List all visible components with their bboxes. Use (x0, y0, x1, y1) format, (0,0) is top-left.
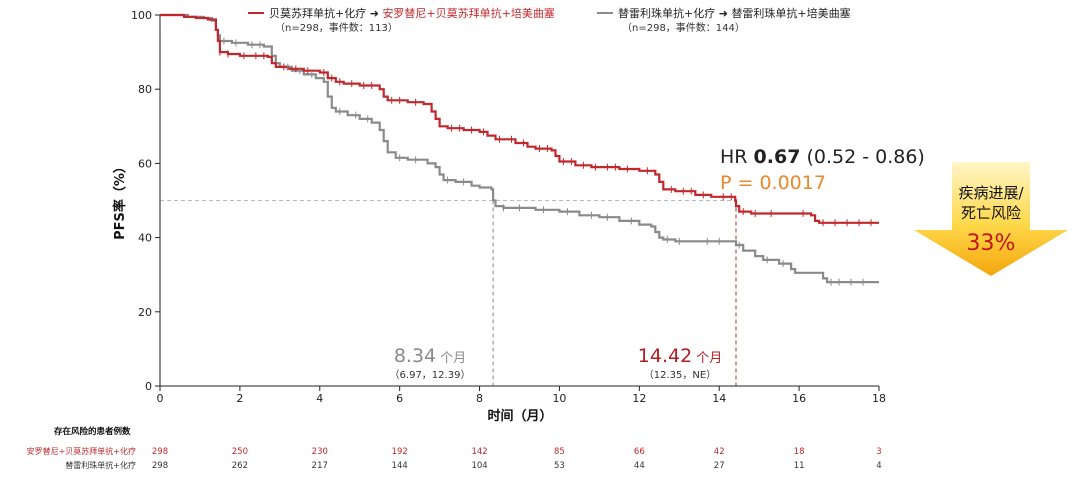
x-tick-label: 18 (872, 392, 886, 405)
risk-reduction-badge: 疾病进展/ 死亡风险 33% (914, 162, 1068, 276)
x-tick-label: 4 (316, 392, 323, 405)
risk-count: 3 (876, 447, 881, 457)
x-axis-title: 时间（月） (487, 408, 552, 424)
risk-count: 42 (714, 447, 725, 457)
hazard-ratio: HR 0.67 (0.52 - 0.86) (720, 146, 925, 168)
risk-row-label: 安罗替尼+贝莫苏拜单抗+化疗 (27, 446, 136, 456)
legend: 贝莫苏拜单抗+化疗 ➜ 安罗替尼+贝莫苏拜单抗+培美曲塞 （n=298，事件数：… (248, 6, 851, 34)
x-tick-label: 10 (552, 392, 566, 405)
risk-table: 安罗替尼+贝莫苏拜单抗+化疗 298 250 230 192 142 85 66 42 18 3 替雷… (27, 446, 882, 471)
y-axis-title: PFS率（%） (112, 160, 128, 240)
risk-count: 11 (794, 461, 805, 471)
risk-count: 298 (152, 461, 168, 471)
risk-count: 27 (714, 461, 725, 471)
x-tick-label: 6 (396, 392, 403, 405)
y-tick-label: 60 (138, 157, 152, 170)
median-experimental-value: 14.42 (638, 345, 692, 367)
risk-count: 230 (312, 447, 328, 457)
curve-control (160, 13, 879, 284)
risk-count: 250 (232, 447, 248, 457)
legend-sub-control: （n=298，事件数：144） (622, 21, 745, 34)
axes: 0 20 40 60 80 100 0 2 4 6 8 10 12 14 16 18 (131, 9, 886, 405)
reference-lines (160, 200, 737, 386)
risk-count: 4 (876, 461, 881, 471)
risk-count: 53 (554, 461, 565, 471)
x-tick-label: 0 (157, 392, 164, 405)
badge-value: 33% (967, 231, 1016, 256)
risk-count: 142 (471, 447, 487, 457)
risk-count: 85 (554, 447, 565, 457)
risk-count: 298 (152, 447, 168, 457)
badge-line1: 疾病进展/ (958, 184, 1024, 202)
risk-count: 66 (634, 447, 645, 457)
survival-curves (160, 13, 879, 284)
legend-label-experimental: 贝莫苏拜单抗+化疗 ➜ 安罗替尼+贝莫苏拜单抗+培美曲塞 (269, 6, 555, 20)
x-tick-label: 12 (632, 392, 646, 405)
x-tick-label: 8 (476, 392, 483, 405)
censor-marks (219, 37, 872, 286)
y-tick-label: 80 (138, 83, 152, 96)
median-control-label: 8.34 个月 （6.97，12.39） (390, 345, 471, 381)
risk-count: 44 (634, 461, 645, 471)
y-tick-label: 40 (138, 232, 152, 245)
legend-label-control: 替雷利珠单抗+化疗 ➜ 替雷利珠单抗+培美曲塞 (618, 6, 851, 20)
median-control-ci: （6.97，12.39） (390, 369, 471, 381)
median-control-value: 8.34 (394, 345, 436, 367)
risk-count: 217 (312, 461, 328, 471)
curve-experimental (160, 13, 879, 224)
median-experimental-label: 14.42 个月 （12.35，NE） (638, 345, 722, 381)
risk-table-title: 存在风险的患者例数 (53, 426, 131, 437)
legend-sub-experimental: （n=298，事件数：113） (275, 21, 398, 34)
y-tick-label: 100 (131, 9, 152, 22)
p-value: P = 0.0017 (720, 172, 826, 194)
risk-count: 104 (471, 461, 487, 471)
y-tick-label: 20 (138, 306, 152, 319)
risk-count: 192 (392, 447, 408, 457)
y-tick-label: 0 (145, 380, 152, 393)
x-tick-label: 16 (792, 392, 806, 405)
x-tick-label: 2 (236, 392, 243, 405)
risk-count: 144 (392, 461, 408, 471)
down-arrow-icon (914, 162, 1068, 276)
risk-row-label: 替雷利珠单抗+化疗 (65, 460, 136, 470)
risk-count: 262 (232, 461, 248, 471)
x-tick-label: 14 (712, 392, 726, 405)
risk-count: 18 (794, 447, 805, 457)
median-experimental-ci: （12.35，NE） (644, 369, 716, 381)
badge-line2: 死亡风险 (961, 204, 1021, 222)
